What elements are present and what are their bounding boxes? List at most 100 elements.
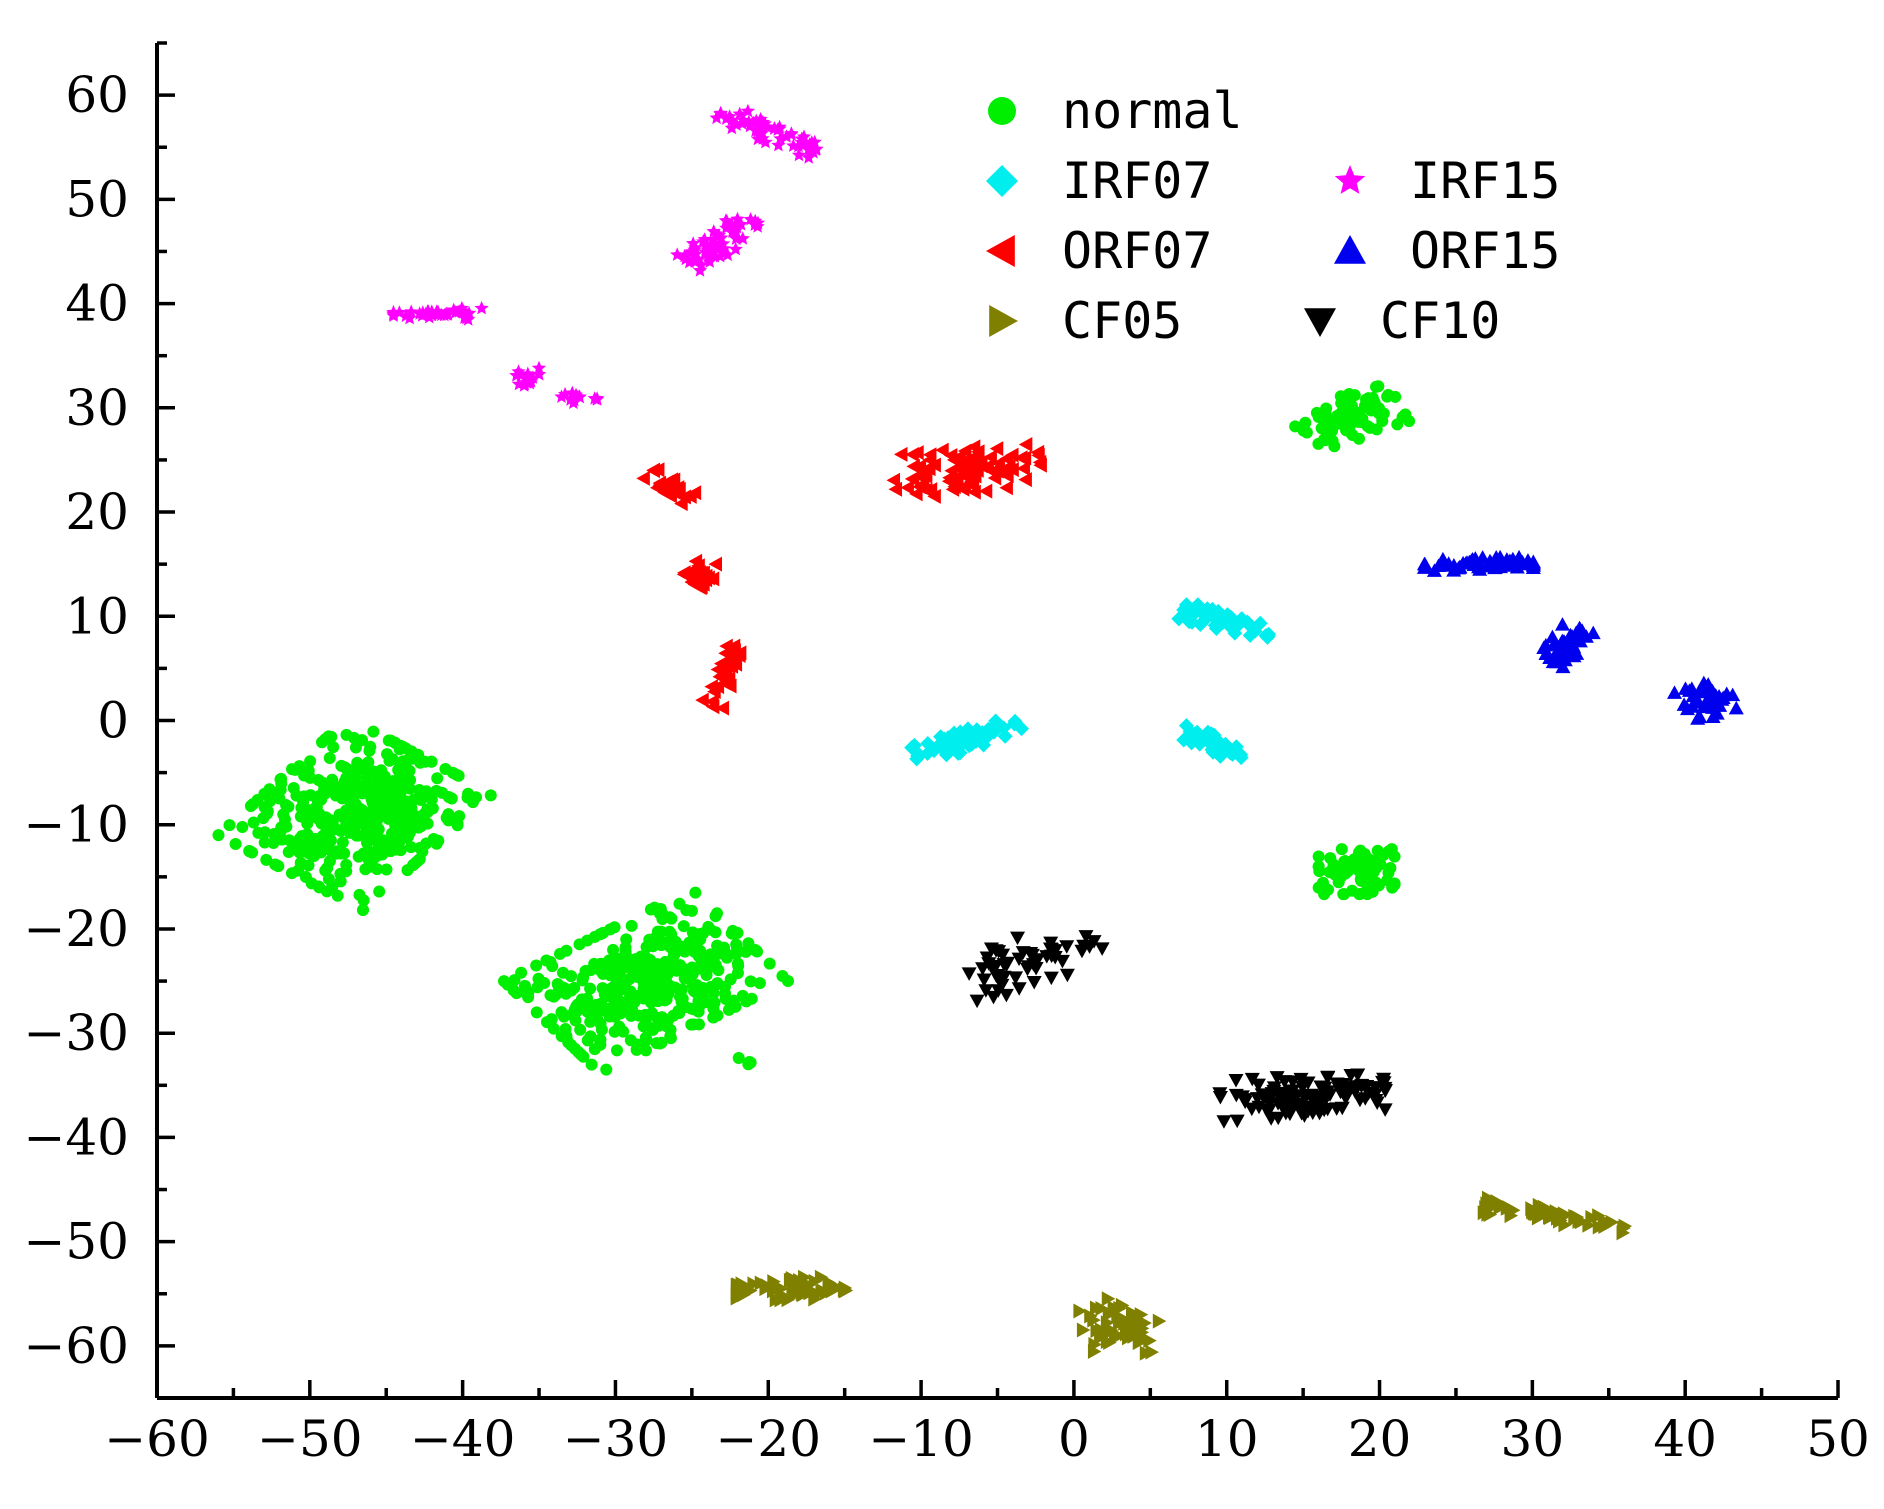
data-point <box>974 458 988 474</box>
x-tick-label: −10 <box>868 1410 974 1468</box>
series-cf10 <box>961 930 1393 1129</box>
data-point <box>621 951 634 964</box>
data-point <box>350 770 363 783</box>
data-point <box>540 1016 553 1029</box>
data-point <box>1101 1291 1116 1307</box>
data-point <box>555 1030 568 1043</box>
data-point <box>905 447 919 463</box>
data-point <box>1388 850 1401 863</box>
data-point <box>653 1037 666 1050</box>
data-point <box>694 984 707 997</box>
data-point <box>1285 1075 1301 1089</box>
data-point <box>404 304 419 318</box>
data-point <box>1145 1344 1159 1360</box>
data-point <box>696 565 710 581</box>
data-point <box>343 826 356 839</box>
data-point <box>720 951 733 964</box>
data-point <box>1316 1103 1332 1118</box>
data-point <box>619 976 632 989</box>
data-point <box>940 730 956 746</box>
data-point <box>743 1055 756 1068</box>
data-point <box>988 944 1004 958</box>
data-point <box>686 236 701 250</box>
data-point <box>1499 552 1515 566</box>
data-point <box>507 984 520 997</box>
data-point <box>1059 968 1075 983</box>
data-point <box>1315 422 1328 435</box>
data-point <box>1323 866 1336 879</box>
data-point <box>442 791 455 804</box>
data-point <box>1269 1071 1285 1085</box>
data-point <box>748 123 763 137</box>
data-point <box>430 304 446 319</box>
data-point <box>715 667 729 683</box>
data-point <box>715 700 730 716</box>
data-point <box>1388 878 1401 891</box>
data-point <box>753 977 766 990</box>
data-point <box>888 481 903 497</box>
legend-item-normal: normal <box>988 82 1243 140</box>
data-point <box>1312 437 1325 450</box>
data-point <box>1555 659 1571 674</box>
data-point <box>1115 1310 1129 1326</box>
data-point <box>1208 608 1224 624</box>
data-point <box>386 753 399 766</box>
data-point <box>420 837 433 850</box>
data-point <box>617 1025 630 1038</box>
data-point <box>1370 876 1383 889</box>
y-tick-label: 30 <box>65 379 129 437</box>
data-point <box>801 142 816 157</box>
data-point <box>625 919 638 932</box>
data-point <box>724 973 737 986</box>
data-point <box>656 913 669 926</box>
data-point <box>403 764 416 777</box>
data-point <box>511 376 527 391</box>
data-point <box>955 481 970 497</box>
data-point <box>1316 1090 1332 1104</box>
data-point <box>761 1278 775 1294</box>
data-point <box>448 305 463 319</box>
data-point <box>1692 709 1708 724</box>
data-point <box>1006 716 1022 732</box>
data-point <box>726 924 739 937</box>
data-point <box>363 833 376 846</box>
data-point <box>1251 1100 1267 1115</box>
data-point <box>353 888 366 901</box>
data-point <box>677 920 690 933</box>
data-point <box>261 805 274 818</box>
data-point <box>739 1283 754 1299</box>
data-point <box>942 470 956 486</box>
data-point <box>1377 1084 1393 1098</box>
data-point <box>565 385 580 400</box>
data-point <box>1018 437 1033 453</box>
legend-label: IRF07 <box>1062 152 1213 210</box>
data-point <box>263 783 276 796</box>
data-point <box>1247 623 1263 639</box>
points-layer <box>212 103 1744 1361</box>
data-point <box>1502 1200 1516 1216</box>
data-point <box>729 1000 742 1013</box>
y-tick-label: 20 <box>65 483 129 541</box>
data-point <box>1095 1300 1109 1316</box>
data-point <box>326 773 339 786</box>
data-point <box>1025 958 1041 972</box>
data-point <box>999 480 1013 496</box>
data-point <box>639 1031 652 1044</box>
y-tick-label: 10 <box>65 587 129 645</box>
data-point <box>1054 954 1070 969</box>
data-point <box>619 941 632 954</box>
data-point <box>247 816 260 829</box>
data-point <box>1725 687 1741 702</box>
data-point <box>1283 1084 1299 1098</box>
data-point <box>515 966 528 979</box>
data-point <box>302 764 315 777</box>
data-point <box>719 214 734 228</box>
data-point <box>808 1291 822 1307</box>
data-point <box>709 926 722 939</box>
data-point <box>351 756 364 769</box>
data-point <box>1459 555 1475 569</box>
data-point <box>1582 1217 1596 1233</box>
data-point <box>776 970 789 983</box>
data-point <box>709 110 724 125</box>
